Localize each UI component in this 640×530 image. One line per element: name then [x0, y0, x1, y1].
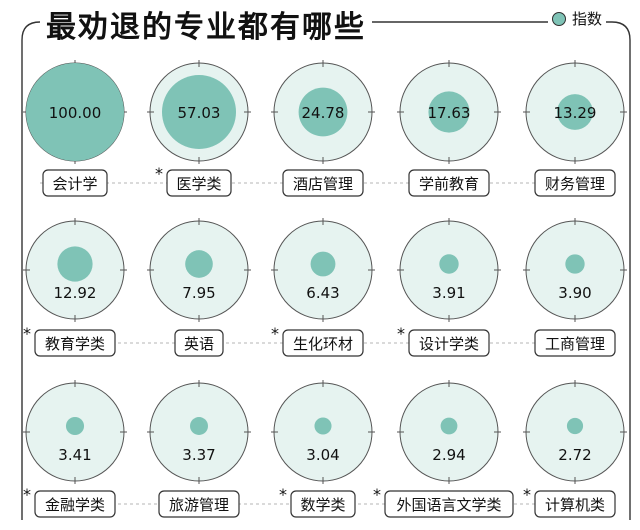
bubble	[440, 417, 458, 435]
category-box	[384, 490, 514, 518]
category-box	[534, 169, 616, 197]
star-marker: *	[523, 485, 531, 504]
value-label: 3.37	[182, 446, 215, 464]
category-label: 会计学	[52, 175, 97, 193]
bubble	[190, 417, 208, 435]
category-box	[42, 169, 108, 197]
value-label: 3.90	[558, 284, 591, 302]
value-label: 12.92	[54, 284, 97, 302]
category-label: 英语	[184, 335, 214, 353]
legend-label: 指数	[572, 10, 603, 28]
category-label: 计算机类	[545, 496, 605, 514]
star-marker: *	[271, 324, 279, 343]
category-label: 金融学类	[45, 496, 105, 514]
value-label: 13.29	[554, 104, 597, 122]
value-label: 7.95	[182, 284, 215, 302]
page-title: 最劝退的专业都有哪些	[40, 2, 372, 46]
category-box	[158, 490, 240, 518]
category-label: 旅游管理	[169, 496, 229, 514]
bubble	[185, 250, 213, 278]
value-label: 100.00	[49, 104, 102, 122]
category-box	[34, 329, 116, 357]
category-box	[34, 490, 116, 518]
value-label: 6.43	[306, 284, 339, 302]
bubble	[314, 417, 332, 435]
category-label: 医学类	[176, 175, 221, 193]
bubble	[57, 246, 93, 282]
value-label: 3.04	[306, 446, 339, 464]
star-marker: *	[373, 485, 381, 504]
category-label: 数学类	[300, 496, 345, 514]
category-box	[534, 490, 616, 518]
bubble	[310, 251, 336, 277]
category-box	[282, 169, 364, 197]
bubble	[161, 74, 237, 150]
category-label: 工商管理	[545, 335, 605, 353]
category-label: 酒店管理	[293, 175, 353, 193]
category-box	[408, 169, 490, 197]
value-label: 24.78	[302, 104, 345, 122]
legend: 指数	[548, 8, 607, 29]
star-marker: *	[155, 164, 163, 183]
star-marker: *	[23, 324, 31, 343]
bubble	[65, 416, 85, 436]
star-marker: *	[23, 485, 31, 504]
category-box	[166, 169, 232, 197]
category-box	[282, 329, 364, 357]
category-box	[174, 329, 224, 357]
value-label: 2.72	[558, 446, 591, 464]
category-label: 生化环材	[293, 335, 353, 353]
bubble	[298, 87, 348, 137]
value-label: 2.94	[432, 446, 465, 464]
bubble	[557, 94, 593, 130]
category-label: 学前教育	[419, 175, 479, 193]
value-label: 17.63	[428, 104, 471, 122]
bubble	[428, 91, 470, 133]
category-label: 财务管理	[545, 175, 605, 193]
star-marker: *	[279, 485, 287, 504]
value-label: 3.91	[432, 284, 465, 302]
bubble	[565, 254, 585, 274]
bubble	[26, 63, 124, 161]
legend-dot-icon	[552, 11, 566, 26]
category-box	[534, 329, 616, 357]
value-label: 57.03	[178, 104, 221, 122]
value-label: 3.41	[58, 446, 91, 464]
category-box	[408, 329, 490, 357]
bubble	[439, 254, 459, 274]
bubble	[566, 417, 584, 435]
category-label: 设计学类	[419, 335, 479, 353]
star-marker: *	[397, 324, 405, 343]
category-label: 教育学类	[45, 335, 105, 353]
category-label: 外国语言文学类	[396, 496, 501, 514]
category-box	[290, 490, 356, 518]
